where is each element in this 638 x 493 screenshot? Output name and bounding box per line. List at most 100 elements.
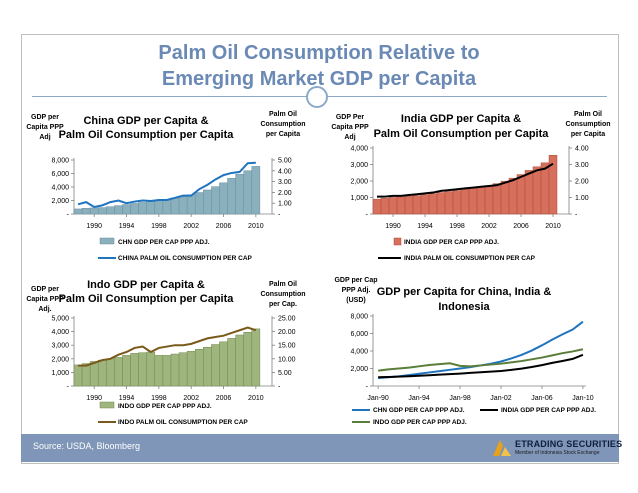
y2-tick-label: 2.00 (575, 179, 589, 186)
gdp-bar (154, 355, 164, 387)
gdp-bar (154, 200, 164, 215)
indonesia-chart: Indo GDP per Capita & Palm Oil Consumptio… (26, 279, 305, 426)
gdp-bar (170, 353, 180, 387)
y-tick-label: 8,000 (350, 314, 368, 321)
gdp-bar (73, 208, 83, 215)
gdp-bar (243, 170, 253, 215)
gdp-bar (89, 361, 99, 387)
left-axis-label: Capita PPP (26, 124, 64, 131)
gdp-bar (532, 166, 542, 215)
right-axis-label: Consumption (260, 121, 305, 128)
left-axis-label: Adj (344, 134, 355, 141)
left-axis-label: GDP per (31, 114, 59, 121)
gdp-bar (428, 193, 438, 215)
y2-tick-label: 3.00 (278, 179, 292, 186)
legend-line-label: INDO PALM OIL CONSUMPTION PER CAP (118, 419, 248, 426)
palm-oil-line (78, 326, 257, 367)
right-axis-label: Palm Oil (269, 111, 297, 118)
gdp-bar (81, 208, 91, 215)
source-note: Source: USDA, Bloomberg (33, 441, 141, 451)
right-axis-label: Palm Oil (269, 281, 297, 288)
logo-tagline: Member of Indonesia Stock Exchange (515, 450, 600, 456)
x-tick-label: 1990 (86, 223, 102, 230)
gdp-bar (235, 334, 244, 387)
x-tick-label: 2002 (183, 223, 199, 230)
gdp-bar (81, 363, 91, 387)
legend-line-label: INDO GDP PER CAP PPP ADJ. (373, 419, 467, 426)
china-chart: China GDP per Capita & Palm Oil Consumpti… (26, 111, 305, 262)
left-axis-label: GDP per Cap (334, 277, 377, 284)
x-tick-label: 1998 (449, 223, 465, 230)
gdp-line (377, 348, 584, 372)
gdp-bar (178, 196, 188, 215)
legend-line-label: CHN GDP PER CAP PPP ADJ. (373, 407, 465, 414)
y-tick-label: - (67, 384, 70, 391)
footer-bar: Source: USDA, Bloomberg ETRADING SECURIT… (21, 434, 622, 462)
y-tick-label: 6,000 (350, 331, 368, 338)
left-axis-label: GDP per (31, 286, 59, 293)
legend-bar-label: INDIA GDP PER CAP PPP ADJ. (404, 239, 499, 246)
y-tick-label: 2,000 (51, 356, 69, 363)
gdp-bar (186, 351, 196, 387)
chart-title: China GDP per Capita & (83, 115, 208, 127)
palm-oil-line (77, 161, 256, 209)
legend-line-label: INDIA PALM OIL CONSUMPTION PER CAP (404, 255, 536, 262)
y-tick-label: 3,000 (51, 343, 69, 350)
gdp-bar (146, 351, 156, 387)
gdp-bar (540, 162, 550, 215)
left-axis-label: GDP Per (336, 114, 365, 121)
x-tick-label: 1990 (385, 223, 401, 230)
x-tick-label: 1998 (151, 395, 167, 402)
x-tick-label: 1990 (86, 395, 102, 402)
y2-tick-label: - (575, 212, 578, 219)
gdp-bar (162, 355, 172, 387)
gdp-bar (380, 198, 390, 215)
gdp-bar (178, 352, 188, 387)
chart-title: Indonesia (438, 301, 490, 313)
right-axis-label: Palm Oil (574, 111, 602, 118)
left-axis-label: Capita PPP (331, 124, 369, 131)
gdp-bar (508, 177, 518, 215)
legend-bar-swatch (393, 237, 402, 246)
chart-title: Indo GDP per Capita & (87, 279, 205, 291)
y-tick-label: 1,000 (350, 195, 368, 202)
chart-title: India GDP per Capita & (401, 113, 521, 125)
x-tick-label: 2010 (248, 395, 264, 402)
legend-bar-label: CHN GDP PER CAP PPP ADJ. (118, 239, 210, 246)
x-tick-label: 1998 (151, 223, 167, 230)
x-tick-label: 1994 (417, 223, 433, 230)
legend-line-label: CHINA PALM OIL CONSUMPTION PER CAP (118, 255, 253, 262)
gdp-bar (516, 174, 526, 215)
gdp-bar (146, 201, 156, 215)
y-tick-label: 5,000 (51, 316, 69, 323)
y-tick-label: 2,000 (350, 366, 368, 373)
gdp-bar (219, 182, 228, 215)
x-tick-label: 2002 (481, 223, 497, 230)
right-axis-label: per Capita (266, 131, 300, 138)
x-tick-label: 2010 (248, 223, 264, 230)
gdp-comparison-chart: GDP per Capita for China, India & Indones… (334, 277, 596, 426)
gdp-line (378, 353, 584, 379)
y-tick-label: 4,000 (51, 329, 69, 336)
gdp-bar (170, 197, 180, 215)
gdp-bar (484, 185, 494, 215)
gdp-bar (130, 203, 139, 215)
gdp-bar (130, 353, 139, 387)
left-axis-label: Adj. (38, 306, 51, 313)
y2-tick-label: 5.00 (278, 370, 292, 377)
gdp-bar (476, 186, 486, 215)
legend-bar-label: INDO GDP PER CAP PPP ADJ. (118, 403, 212, 410)
chart-title: Palm Oil Consumption per Capita (59, 129, 235, 141)
gdp-bar (138, 202, 147, 215)
left-axis-label: Capita PPP (26, 296, 64, 303)
x-tick-label: 2006 (513, 223, 529, 230)
gdp-bar (500, 180, 510, 215)
gdp-bar (114, 205, 123, 215)
gdp-line (378, 320, 584, 380)
y2-tick-label: 3.00 (575, 162, 589, 169)
gdp-bar (194, 349, 204, 387)
y-tick-label: - (366, 384, 369, 391)
gdp-bar (203, 346, 212, 387)
gdp-bar (114, 357, 123, 387)
